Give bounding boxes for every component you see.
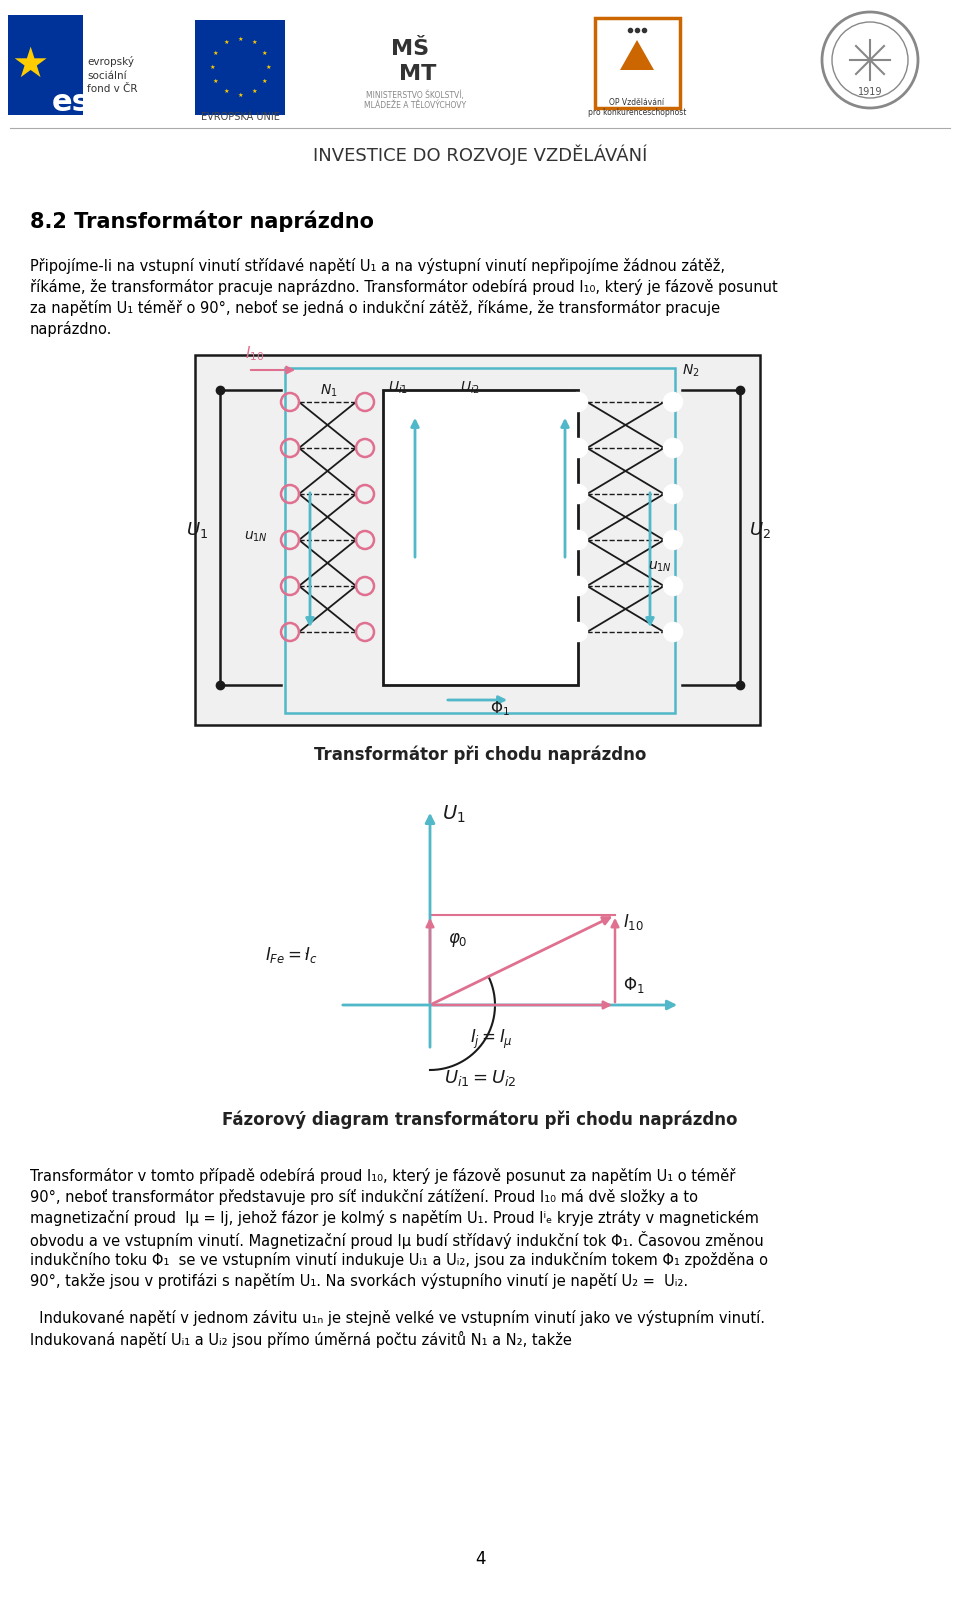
Text: ★: ★ xyxy=(223,40,228,45)
Text: Připojíme-li na vstupní vinutí střídavé napětí U₁ a na výstupní vinutí nepřipojí: Připojíme-li na vstupní vinutí střídavé … xyxy=(30,258,725,274)
Text: evropský
sociální
fond v ČR: evropský sociální fond v ČR xyxy=(87,56,137,94)
Text: říkáme, že transformátor pracuje naprázdno. Transformátor odebírá proud I₁₀, kte: říkáme, že transformátor pracuje naprázd… xyxy=(30,279,778,295)
Bar xyxy=(285,368,675,712)
Text: ★: ★ xyxy=(209,64,215,69)
Text: 4: 4 xyxy=(475,1550,485,1567)
Text: esf: esf xyxy=(52,88,104,117)
Circle shape xyxy=(569,485,587,503)
Text: $U_1$: $U_1$ xyxy=(186,520,208,540)
Text: 8.2 Transformátor naprázdno: 8.2 Transformátor naprázdno xyxy=(30,210,374,232)
Text: za napětím U₁ téměř o 90°, neboť se jedná o indukční zátěž, říkáme, že transform: za napětím U₁ téměř o 90°, neboť se jedn… xyxy=(30,299,720,315)
Circle shape xyxy=(664,392,682,411)
Text: Indukovaná napětí Uᵢ₁ a Uᵢ₂ jsou přímo úměrná počtu závitů N₁ a N₂, takže: Indukovaná napětí Uᵢ₁ a Uᵢ₂ jsou přímo ú… xyxy=(30,1330,572,1348)
Text: $U_{i2}$: $U_{i2}$ xyxy=(460,379,480,397)
Text: $I_{Fe} = I_{\check{c}}$: $I_{Fe} = I_{\check{c}}$ xyxy=(265,945,318,965)
Text: ★: ★ xyxy=(223,88,228,94)
Circle shape xyxy=(664,532,682,549)
Text: $\varphi_0$: $\varphi_0$ xyxy=(448,932,468,949)
Text: MŠ: MŠ xyxy=(391,38,429,59)
Text: $\Phi_1$: $\Phi_1$ xyxy=(623,975,644,994)
Circle shape xyxy=(569,532,587,549)
Text: Fázorový diagram transformátoru při chodu naprázdno: Fázorový diagram transformátoru při chod… xyxy=(223,1109,737,1129)
Text: Indukované napětí v jednom závitu u₁ₙ je stejně velké ve vstupním vinutí jako ve: Indukované napětí v jednom závitu u₁ₙ je… xyxy=(30,1310,765,1326)
Text: ★: ★ xyxy=(261,51,267,56)
Circle shape xyxy=(664,623,682,640)
FancyBboxPatch shape xyxy=(8,14,83,115)
Circle shape xyxy=(664,485,682,503)
Polygon shape xyxy=(620,40,654,70)
Text: ★: ★ xyxy=(12,43,49,86)
Text: $U_1$: $U_1$ xyxy=(442,804,466,825)
Text: 90°, takže jsou v protifázi s napětím U₁. Na svorkách výstupního vinutí je napět: 90°, takže jsou v protifázi s napětím U₁… xyxy=(30,1273,688,1289)
Text: Transformátor při chodu naprázdno: Transformátor při chodu naprázdno xyxy=(314,744,646,764)
Bar xyxy=(383,391,578,685)
Circle shape xyxy=(569,439,587,456)
Text: $N_1$: $N_1$ xyxy=(320,383,338,399)
Text: $u_{1N}$: $u_{1N}$ xyxy=(648,560,672,575)
Text: OP Vzdělávání
pro konkurenceschopnost: OP Vzdělávání pro konkurenceschopnost xyxy=(588,98,686,117)
Text: $I_j = I_{\mu}$: $I_j = I_{\mu}$ xyxy=(470,1028,513,1050)
Text: $N_2$: $N_2$ xyxy=(682,363,700,379)
FancyBboxPatch shape xyxy=(195,19,285,115)
Text: 90°, neboť transformátor představuje pro síť indukční zátížení. Proud I₁₀ má dvě: 90°, neboť transformátor představuje pro… xyxy=(30,1190,698,1206)
Bar xyxy=(195,355,760,725)
Text: 1919: 1919 xyxy=(857,86,882,98)
Circle shape xyxy=(664,439,682,456)
Circle shape xyxy=(569,623,587,640)
Text: Transformátor v tomto případě odebírá proud I₁₀, který je fázově posunut za napě: Transformátor v tomto případě odebírá pr… xyxy=(30,1169,735,1185)
Text: magnetizační proud  Iμ = Ij, jehož fázor je kolmý s napětím U₁. Proud Iⁱₑ kryje : magnetizační proud Iμ = Ij, jehož fázor … xyxy=(30,1210,758,1226)
Text: naprázdno.: naprázdno. xyxy=(30,320,112,336)
Text: $\Phi_1$: $\Phi_1$ xyxy=(490,700,510,717)
Text: $I_{10}$: $I_{10}$ xyxy=(623,913,644,932)
Text: MT: MT xyxy=(399,64,437,83)
Text: $U_{i1} = U_{i2}$: $U_{i1} = U_{i2}$ xyxy=(444,1068,516,1089)
Text: MINISTERSTVO ŠKOLSTVÍ,
MLÁDEŽE A TĚLOVÝCHOVY: MINISTERSTVO ŠKOLSTVÍ, MLÁDEŽE A TĚLOVÝC… xyxy=(364,90,466,110)
Text: EVROPSKÁ UNIE: EVROPSKÁ UNIE xyxy=(201,112,279,122)
Text: ★: ★ xyxy=(265,64,271,69)
Circle shape xyxy=(569,576,587,596)
Text: INVESTICE DO ROZVOJE VZDĚLÁVÁNÍ: INVESTICE DO ROZVOJE VZDĚLÁVÁNÍ xyxy=(313,144,647,165)
Text: ★: ★ xyxy=(261,78,267,83)
Text: $u_{1N}$: $u_{1N}$ xyxy=(244,530,268,544)
Text: ★: ★ xyxy=(213,51,219,56)
Text: $I_{10}$: $I_{10}$ xyxy=(245,344,264,363)
Text: ★: ★ xyxy=(237,93,243,98)
Circle shape xyxy=(664,576,682,596)
Circle shape xyxy=(569,392,587,411)
Text: indukčního toku Φ₁  se ve vstupním vinutí indukuje Uᵢ₁ a Uᵢ₂, jsou za indukčním : indukčního toku Φ₁ se ve vstupním vinutí… xyxy=(30,1252,768,1268)
Text: $U_2$: $U_2$ xyxy=(749,520,771,540)
Text: ★: ★ xyxy=(252,88,257,94)
Text: ★: ★ xyxy=(237,37,243,42)
Text: ★: ★ xyxy=(252,40,257,45)
Text: ★: ★ xyxy=(213,78,219,83)
Text: obvodu a ve vstupním vinutí. Magnetizační proud Iμ budí střídavý indukční tok Φ₁: obvodu a ve vstupním vinutí. Magnetizačn… xyxy=(30,1231,764,1249)
Text: $U_{i1}$: $U_{i1}$ xyxy=(388,379,408,397)
